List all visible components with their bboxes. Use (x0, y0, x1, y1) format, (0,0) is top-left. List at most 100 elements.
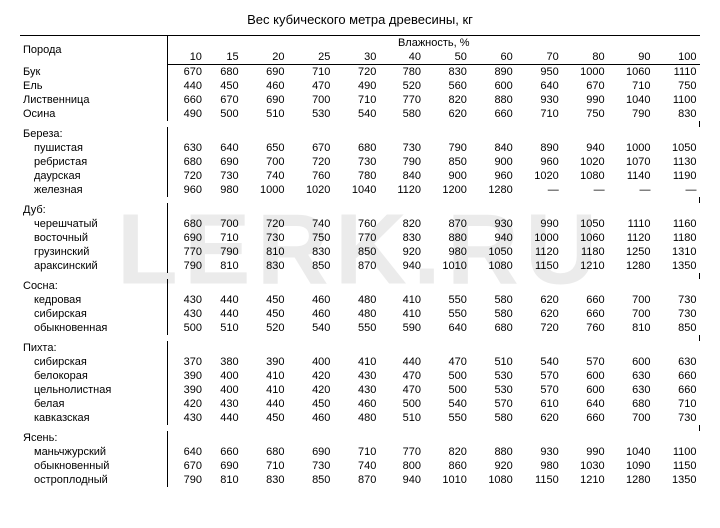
col-header-species: Порода (20, 36, 168, 65)
value-cell: 600 (562, 369, 608, 383)
value-cell: 450 (242, 293, 288, 307)
value-cell: 510 (379, 411, 424, 425)
species-name: обыкновенный (20, 459, 168, 473)
value-cell: 570 (562, 355, 608, 369)
value-cell: 690 (205, 459, 242, 473)
value-cell: 620 (516, 411, 562, 425)
species-name: белая (20, 397, 168, 411)
species-name: Лиственница (20, 93, 168, 107)
table-row: обыкновенный6706907107307408008609209801… (20, 459, 700, 473)
value-cell: 960 (516, 155, 562, 169)
table-row: белая42043044045046050054057061064068071… (20, 397, 700, 411)
species-name: Бук (20, 65, 168, 80)
value-cell: 920 (379, 245, 424, 259)
value-cell: 900 (470, 155, 516, 169)
value-cell: 870 (424, 217, 470, 231)
value-cell: 1020 (562, 155, 608, 169)
value-cell: 750 (288, 231, 334, 245)
value-cell: 1350 (654, 259, 700, 273)
value-cell: 400 (205, 369, 242, 383)
value-cell: 410 (379, 293, 424, 307)
value-cell: 640 (424, 321, 470, 335)
value-cell: 660 (654, 383, 700, 397)
value-cell: 820 (424, 445, 470, 459)
value-cell: 880 (470, 445, 516, 459)
value-cell: 1040 (608, 93, 654, 107)
value-cell: — (516, 183, 562, 197)
table-row: маньчжурский6406606806907107708208809309… (20, 445, 700, 459)
value-cell: 490 (168, 107, 205, 121)
value-cell: 930 (470, 217, 516, 231)
value-cell: 730 (379, 141, 424, 155)
value-cell: 710 (608, 79, 654, 93)
table-row: араксинский79081083085087094010101080115… (20, 259, 700, 273)
table-row: кавказская430440450460480510550580620660… (20, 411, 700, 425)
value-cell: 830 (288, 245, 334, 259)
value-cell: 1250 (608, 245, 654, 259)
value-cell: 410 (242, 383, 288, 397)
col-header-humidity: Влажность, % (168, 36, 700, 51)
table-row: обыкновенная5005105205405505906406807207… (20, 321, 700, 335)
value-cell: 700 (242, 155, 288, 169)
value-cell: 490 (333, 79, 379, 93)
value-cell: 720 (288, 155, 334, 169)
value-cell: 540 (516, 355, 562, 369)
value-cell: — (654, 183, 700, 197)
group-heading: Пихта: (20, 341, 168, 355)
value-cell: 460 (288, 307, 334, 321)
table-row: кедровая43044045046048041055058062066070… (20, 293, 700, 307)
value-cell: 1080 (562, 169, 608, 183)
table-row: сибирская3703803904004104404705105405706… (20, 355, 700, 369)
value-cell: 700 (608, 411, 654, 425)
value-cell: 470 (288, 79, 334, 93)
table-row: Ель440450460470490520560600640670710750 (20, 79, 700, 93)
value-cell: 410 (333, 355, 379, 369)
value-cell: 460 (288, 293, 334, 307)
col-header-humidity-val: 100 (654, 50, 700, 65)
value-cell: 810 (242, 245, 288, 259)
species-name: пушистая (20, 141, 168, 155)
value-cell: 980 (516, 459, 562, 473)
value-cell: 1110 (608, 217, 654, 231)
value-cell: 630 (168, 141, 205, 155)
page-title: Вес кубического метра древесины, кг (20, 12, 700, 27)
table-row: пушистая63064065067068073079084089094010… (20, 141, 700, 155)
value-cell: 940 (562, 141, 608, 155)
value-cell: 1060 (562, 231, 608, 245)
value-cell: 990 (516, 217, 562, 231)
value-cell: 1080 (470, 473, 516, 487)
value-cell: 680 (242, 445, 288, 459)
value-cell: 430 (168, 293, 205, 307)
value-cell: 440 (242, 397, 288, 411)
value-cell: 410 (379, 307, 424, 321)
col-header-humidity-val: 25 (288, 50, 334, 65)
value-cell: 690 (242, 93, 288, 107)
value-cell: 430 (168, 411, 205, 425)
value-cell: 660 (205, 445, 242, 459)
value-cell: 710 (516, 107, 562, 121)
table-row: Лиственница66067069070071077082088093099… (20, 93, 700, 107)
value-cell: 750 (654, 79, 700, 93)
wood-weight-table: Порода Влажность, % 10152025304050607080… (20, 35, 700, 487)
value-cell: 440 (205, 307, 242, 321)
value-cell: 1110 (654, 65, 700, 80)
species-name: черешчатый (20, 217, 168, 231)
value-cell: 680 (168, 217, 205, 231)
value-cell: 1000 (608, 141, 654, 155)
value-cell: 620 (516, 307, 562, 321)
value-cell: 870 (333, 259, 379, 273)
value-cell: 1050 (562, 217, 608, 231)
value-cell: 810 (608, 321, 654, 335)
value-cell: 640 (562, 397, 608, 411)
value-cell: 880 (424, 231, 470, 245)
species-name: восточный (20, 231, 168, 245)
value-cell: 850 (288, 473, 334, 487)
value-cell: 880 (470, 93, 516, 107)
value-cell: 530 (470, 383, 516, 397)
value-cell: 620 (424, 107, 470, 121)
value-cell: 690 (242, 65, 288, 80)
table-row: ребристая6806907007207307908509009601020… (20, 155, 700, 169)
value-cell: 410 (242, 369, 288, 383)
value-cell: 1000 (562, 65, 608, 80)
table-row: железная960980100010201040112012001280——… (20, 183, 700, 197)
